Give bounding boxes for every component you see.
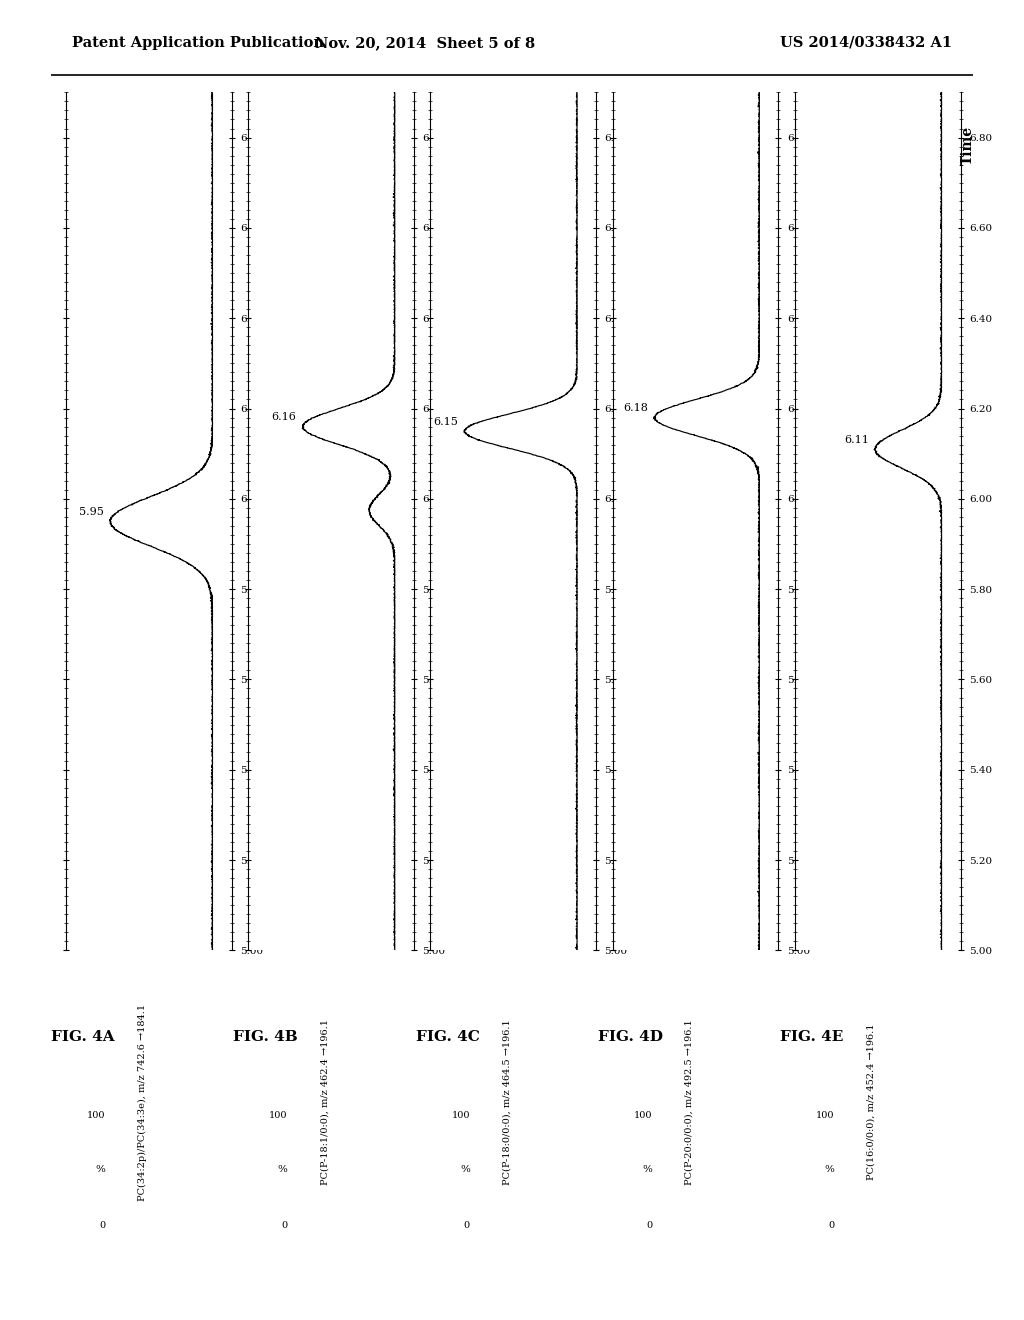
Text: %: % xyxy=(95,1166,105,1173)
Text: 6.15: 6.15 xyxy=(433,417,459,426)
Text: PC(P-20:0/0:0), m/z 492.5 →196.1: PC(P-20:0/0:0), m/z 492.5 →196.1 xyxy=(685,1019,693,1185)
Text: %: % xyxy=(460,1166,470,1173)
Text: 0: 0 xyxy=(646,1221,652,1230)
Text: FIG. 4D: FIG. 4D xyxy=(598,1030,663,1044)
Text: 6.16: 6.16 xyxy=(271,412,297,422)
Text: 6.11: 6.11 xyxy=(844,434,869,445)
Text: Time: Time xyxy=(961,125,975,165)
Text: PC(P-18:1/0:0), m/z 462.4 →196.1: PC(P-18:1/0:0), m/z 462.4 →196.1 xyxy=(321,1019,329,1185)
Text: 100: 100 xyxy=(634,1111,652,1121)
Text: FIG. 4C: FIG. 4C xyxy=(416,1030,479,1044)
Text: 0: 0 xyxy=(464,1221,470,1230)
Text: FIG. 4A: FIG. 4A xyxy=(51,1030,115,1044)
Text: 100: 100 xyxy=(816,1111,835,1121)
Text: 5.95: 5.95 xyxy=(79,507,104,517)
Text: 100: 100 xyxy=(87,1111,105,1121)
Text: FIG. 4B: FIG. 4B xyxy=(233,1030,298,1044)
Text: 0: 0 xyxy=(99,1221,105,1230)
Text: 6.18: 6.18 xyxy=(624,403,648,413)
Text: PC(16:0/0:0), m/z 452.4 →196.1: PC(16:0/0:0), m/z 452.4 →196.1 xyxy=(867,1024,876,1180)
Text: 0: 0 xyxy=(282,1221,288,1230)
Text: 100: 100 xyxy=(269,1111,288,1121)
Text: FIG. 4E: FIG. 4E xyxy=(780,1030,844,1044)
Text: Nov. 20, 2014  Sheet 5 of 8: Nov. 20, 2014 Sheet 5 of 8 xyxy=(315,36,535,50)
Text: Patent Application Publication: Patent Application Publication xyxy=(72,36,324,50)
Text: US 2014/0338432 A1: US 2014/0338432 A1 xyxy=(780,36,952,50)
Text: %: % xyxy=(278,1166,288,1173)
Text: 0: 0 xyxy=(828,1221,835,1230)
Text: %: % xyxy=(824,1166,835,1173)
Text: 100: 100 xyxy=(452,1111,470,1121)
Text: %: % xyxy=(642,1166,652,1173)
Text: PC(34:2p)/PC(34:3e), m/z 742.6 →184.1: PC(34:2p)/PC(34:3e), m/z 742.6 →184.1 xyxy=(138,1003,146,1201)
Text: PC(P-18:0/0:0), m/z 464.5 →196.1: PC(P-18:0/0:0), m/z 464.5 →196.1 xyxy=(503,1019,511,1185)
